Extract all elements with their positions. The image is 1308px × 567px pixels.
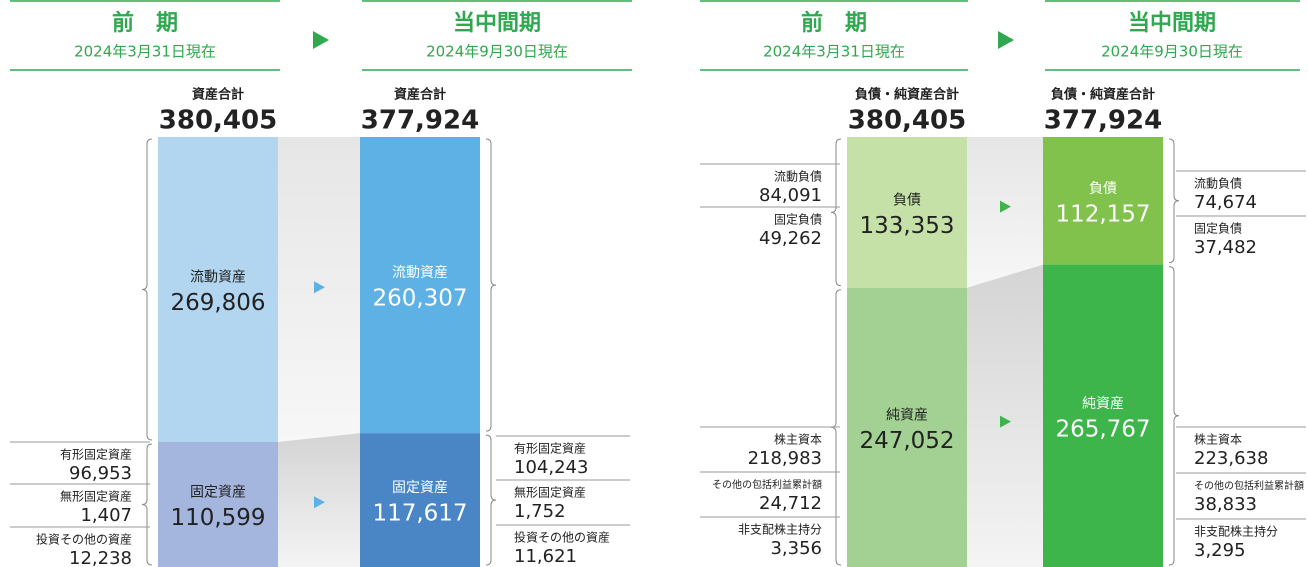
detail-value: 11,621 <box>514 546 577 567</box>
segment-value: 265,767 <box>1055 416 1150 442</box>
detail-name: 有形固定資産 <box>60 447 132 462</box>
segment-bar <box>158 441 278 567</box>
total-value: 377,924 <box>361 106 479 136</box>
header-period: 当中間期 <box>1128 11 1216 36</box>
detail-value: 74,674 <box>1194 192 1257 213</box>
bracket <box>1168 138 1180 264</box>
header-date: 2024年3月31日現在 <box>763 43 905 61</box>
segment-value: 260,307 <box>372 286 467 312</box>
bracket <box>141 443 153 566</box>
detail-value: 84,091 <box>759 185 822 206</box>
header-arrow <box>313 31 329 49</box>
detail-name: 非支配株主持分 <box>1194 524 1278 539</box>
total-label: 負債・純資産合計 <box>1051 87 1155 103</box>
detail-name: 流動負債 <box>1194 176 1242 191</box>
header-date: 2024年3月31日現在 <box>74 43 216 61</box>
segment-name: 純資産 <box>886 407 928 423</box>
total-value: 377,924 <box>1044 106 1162 136</box>
connector <box>967 137 1043 288</box>
segment-name: 負債 <box>893 192 921 208</box>
segment-value: 269,806 <box>170 290 265 316</box>
connector <box>967 264 1043 567</box>
detail-name: 無形固定資産 <box>60 489 132 504</box>
detail-value: 1,752 <box>514 501 566 522</box>
detail-name: その他の包括利益累計額 <box>712 478 822 491</box>
detail-name: 非支配株主持分 <box>738 522 822 537</box>
segment-value: 110,599 <box>170 505 265 531</box>
detail-value: 218,983 <box>748 448 822 469</box>
detail-value: 3,295 <box>1194 540 1246 561</box>
detail-name: 固定負債 <box>1194 221 1242 236</box>
segment-arrow <box>314 281 325 294</box>
segment-bar <box>360 137 480 434</box>
detail-name: 株主資本 <box>774 432 822 447</box>
detail-value: 223,638 <box>1194 448 1268 469</box>
segment-name: 固定資産 <box>392 480 448 496</box>
bracket <box>485 434 497 566</box>
header-period: 前 期 <box>112 10 178 36</box>
total-label: 資産合計 <box>394 87 446 103</box>
detail-name: 有形固定資産 <box>514 441 586 456</box>
detail-value: 3,356 <box>770 538 822 559</box>
detail-value: 37,482 <box>1194 237 1257 258</box>
detail-name: 固定負債 <box>774 212 822 227</box>
segment-bar <box>847 287 967 567</box>
segment-name: 負債 <box>1089 181 1117 197</box>
segment-arrow <box>1000 200 1011 213</box>
detail-value: 104,243 <box>514 457 588 478</box>
total-label: 資産合計 <box>192 87 244 103</box>
detail-value: 24,712 <box>759 493 822 514</box>
detail-value: 96,953 <box>69 463 132 484</box>
bracket <box>141 138 153 441</box>
detail-name: 投資その他の資産 <box>36 532 132 547</box>
total-value: 380,405 <box>848 106 966 136</box>
detail-name: その他の包括利益累計額 <box>1194 479 1304 492</box>
segment-bar <box>847 137 967 288</box>
segment-bar <box>1043 264 1163 567</box>
total-value: 380,405 <box>159 106 277 136</box>
segment-name: 固定資産 <box>190 484 246 500</box>
segment-bar <box>1043 137 1163 265</box>
segment-arrow <box>314 496 325 509</box>
segment-value: 133,353 <box>859 213 954 239</box>
segment-name: 流動資産 <box>190 269 246 285</box>
segment-bar <box>158 137 278 442</box>
detail-value: 38,833 <box>1194 494 1257 515</box>
header-date: 2024年9月30日現在 <box>426 43 568 61</box>
segment-bar <box>360 433 480 567</box>
segment-value: 117,617 <box>372 501 467 527</box>
segment-value: 112,157 <box>1055 201 1150 227</box>
detail-name: 流動負債 <box>774 169 822 184</box>
bracket <box>830 138 842 287</box>
detail-name: 無形固定資産 <box>514 485 586 500</box>
detail-name: 投資その他の資産 <box>514 530 610 545</box>
header-arrow <box>998 31 1014 49</box>
detail-value: 1,407 <box>80 505 132 526</box>
segment-name: 流動資産 <box>392 265 448 281</box>
bracket <box>1168 266 1180 566</box>
segment-arrow <box>1000 415 1011 428</box>
bracket <box>485 138 497 432</box>
detail-value: 12,238 <box>69 548 132 567</box>
detail-value: 49,262 <box>759 228 822 249</box>
segment-value: 247,052 <box>859 428 954 454</box>
header-period: 当中間期 <box>453 11 541 36</box>
segment-name: 純資産 <box>1082 396 1124 412</box>
header-date: 2024年9月30日現在 <box>1101 43 1243 61</box>
detail-name: 株主資本 <box>1194 432 1242 447</box>
total-label: 負債・純資産合計 <box>855 87 959 103</box>
header-period: 前 期 <box>801 10 867 36</box>
